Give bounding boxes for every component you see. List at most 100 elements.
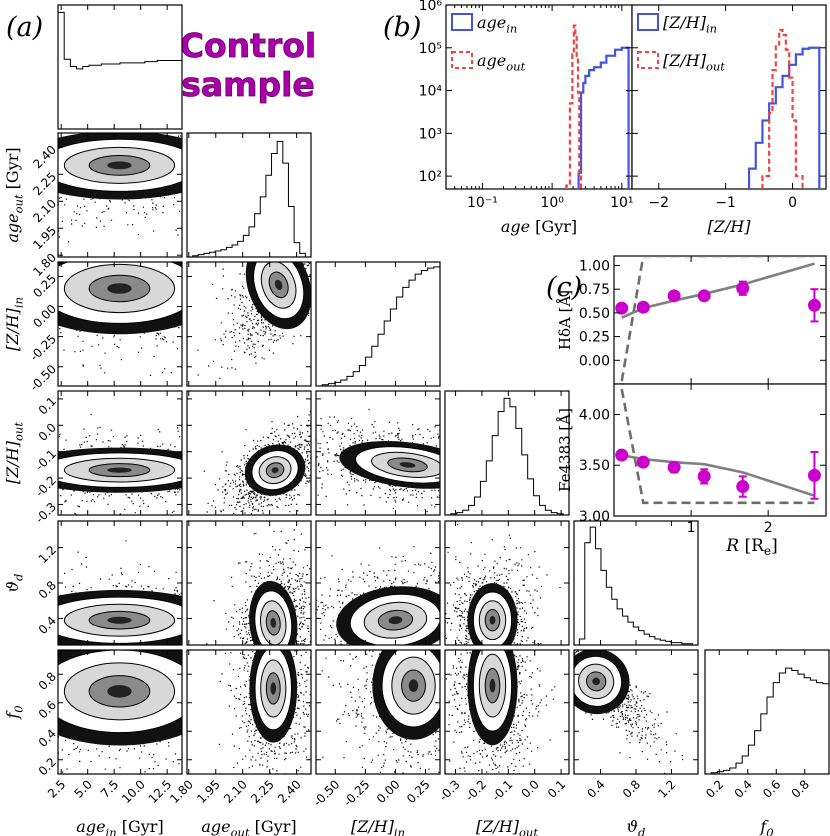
hist-series-age_out [565, 24, 583, 189]
x-tick-label: 1 [687, 520, 696, 536]
y-tick-label-age_out: 2.25 [30, 170, 59, 199]
panel-bg [445, 391, 569, 515]
x-tick-label-age_in: 2.5 [45, 777, 68, 800]
x-tick-label-age_out: 2.40 [275, 777, 304, 806]
x-axis-label-[Z/H]_out: [Z/H]out [476, 817, 538, 836]
x-tick-label-[Z/H]_out: -0.1 [489, 777, 515, 803]
y-tick-label: 10⁴ [419, 84, 443, 100]
density-layer [58, 540, 182, 645]
y-tick-label: 1.00 [579, 258, 610, 274]
y-tick-label: 0.00 [579, 353, 610, 369]
data-point [667, 289, 681, 303]
panel-frame [315, 390, 441, 516]
density-peak [399, 462, 416, 468]
legend-swatch [637, 13, 659, 31]
panel-frame [57, 132, 183, 258]
panel-frame [445, 4, 633, 190]
density-layer [58, 650, 182, 773]
density-peak [408, 679, 419, 692]
panel-frame [57, 649, 183, 775]
histogram-step-[Z/H]_out [445, 397, 569, 516]
y-tick-label-f0: 0.6 [36, 698, 59, 721]
x-tick-label-age_in: 10.0 [119, 777, 148, 806]
panel-bg [574, 521, 698, 645]
y-tick-label-[Z/H]_out: -0.1 [33, 447, 59, 473]
y-tick-label-theta_d: 1.2 [36, 543, 59, 566]
hist-panel-zh: −2 −1 0 [Z/H]in [Z/H]out [Z/H] [631, 4, 827, 236]
x-axis-label-radius: R [Re] [725, 536, 777, 558]
corner-panel-2-1 [186, 261, 312, 387]
x-tick-label-[Z/H]_in: -0.25 [341, 777, 373, 809]
panel-frame [57, 390, 183, 516]
density-layer [218, 650, 311, 774]
panel-label-b: (b) [383, 12, 421, 43]
panel-frame [57, 261, 183, 387]
x-tick-label-age_in: 7.5 [98, 777, 121, 800]
x-tick-label-[Z/H]_in: 0.25 [404, 777, 433, 806]
density-layer [58, 413, 182, 515]
y-tick-label-[Z/H]_in: -0.25 [27, 332, 59, 364]
x-tick-label-[Z/H]_out: 0.0 [519, 777, 542, 800]
panel-frame [315, 261, 441, 387]
x-tick-label-age_out: 2.10 [221, 777, 250, 806]
y-axis-label: Fe4383 [Å] [556, 408, 574, 492]
x-tick-label-age_in: 5.0 [71, 777, 94, 800]
legend-label: [Z/H]out [663, 51, 725, 73]
x-tick-label-[Z/H]_out: -0.3 [436, 777, 462, 803]
density-layer [316, 546, 440, 645]
x-tick-label: 10⁰ [540, 195, 564, 211]
data-point [736, 281, 750, 295]
density-peak [271, 467, 279, 474]
x-tick-label: −2 [648, 195, 669, 211]
data-point [667, 460, 681, 474]
legend-label: ageout [477, 51, 526, 73]
density-layer [316, 408, 440, 513]
x-axis-label-[Z/H]_in: [Z/H]in [351, 817, 405, 836]
y-tick-label: 10³ [419, 126, 442, 142]
y-tick-label-[Z/H]_out: 0.0 [36, 420, 59, 443]
corner-panel-5-2: -0.50-0.25 0.00 0.25 [311, 649, 441, 809]
y-tick-label: 10² [419, 169, 442, 185]
corner-panel-4-4 [573, 520, 699, 646]
x-axis-label: age [Gyr] [501, 217, 577, 236]
legend-swatch [451, 51, 473, 69]
histogram-step-age_in [57, 11, 183, 129]
x-tick-label-age_out: 2.25 [248, 777, 277, 806]
y-tick-label-f0: 0.4 [36, 726, 59, 749]
panel-frame [613, 255, 827, 385]
density-layer [445, 523, 561, 645]
legend-label: agein [477, 13, 517, 35]
density-peak [274, 279, 283, 290]
panel-c-profiles: 0.00 0.25 0.50 0.75 1.00 HδA [Å] 1 2 3.00 3.50 4.0… [556, 255, 827, 558]
density-layer [58, 262, 182, 376]
y-axis-label-[Z/H]_in: [Z/H]in [3, 297, 25, 351]
data-point [736, 480, 750, 494]
data-point [807, 468, 821, 482]
data-point [807, 298, 821, 312]
plot-area [615, 388, 821, 505]
x-axis-label-age_out: ageout [Gyr] [201, 817, 296, 836]
x-tick-label-f0: 0.4 [732, 777, 755, 800]
data-point [615, 448, 629, 462]
profile-panel-hdelta: 0.00 0.25 0.50 0.75 1.00 HδA [Å] [556, 255, 827, 385]
density-peak [489, 615, 496, 625]
y-tick-label-[Z/H]_in: 0.00 [30, 302, 59, 331]
panel-label-a: (a) [6, 12, 43, 43]
y-tick-label: 10⁵ [419, 41, 442, 57]
density-peak [489, 678, 496, 693]
y-tick-label-age_out: 2.40 [30, 143, 59, 172]
panel-frame [186, 261, 312, 387]
y-axis-label: HδA [Å] [556, 290, 574, 350]
y-tick-label-theta_d: 0.4 [36, 614, 59, 637]
density-layer [203, 411, 311, 515]
y-tick-label-f0: 0.2 [36, 755, 59, 778]
y-tick-label: 0.75 [579, 282, 610, 298]
hist-series-[Z/H]_out [761, 28, 804, 189]
density-peak [270, 618, 277, 628]
x-tick-label: 10¹ [610, 195, 633, 211]
y-axis-label-[Z/H]_out: [Z/H]out [3, 422, 25, 484]
x-tick-label-[Z/H]_in: -0.50 [311, 777, 343, 809]
x-tick-label-age_out: 1.95 [194, 777, 223, 806]
density-peak [107, 161, 132, 170]
panel-frame [57, 4, 183, 130]
